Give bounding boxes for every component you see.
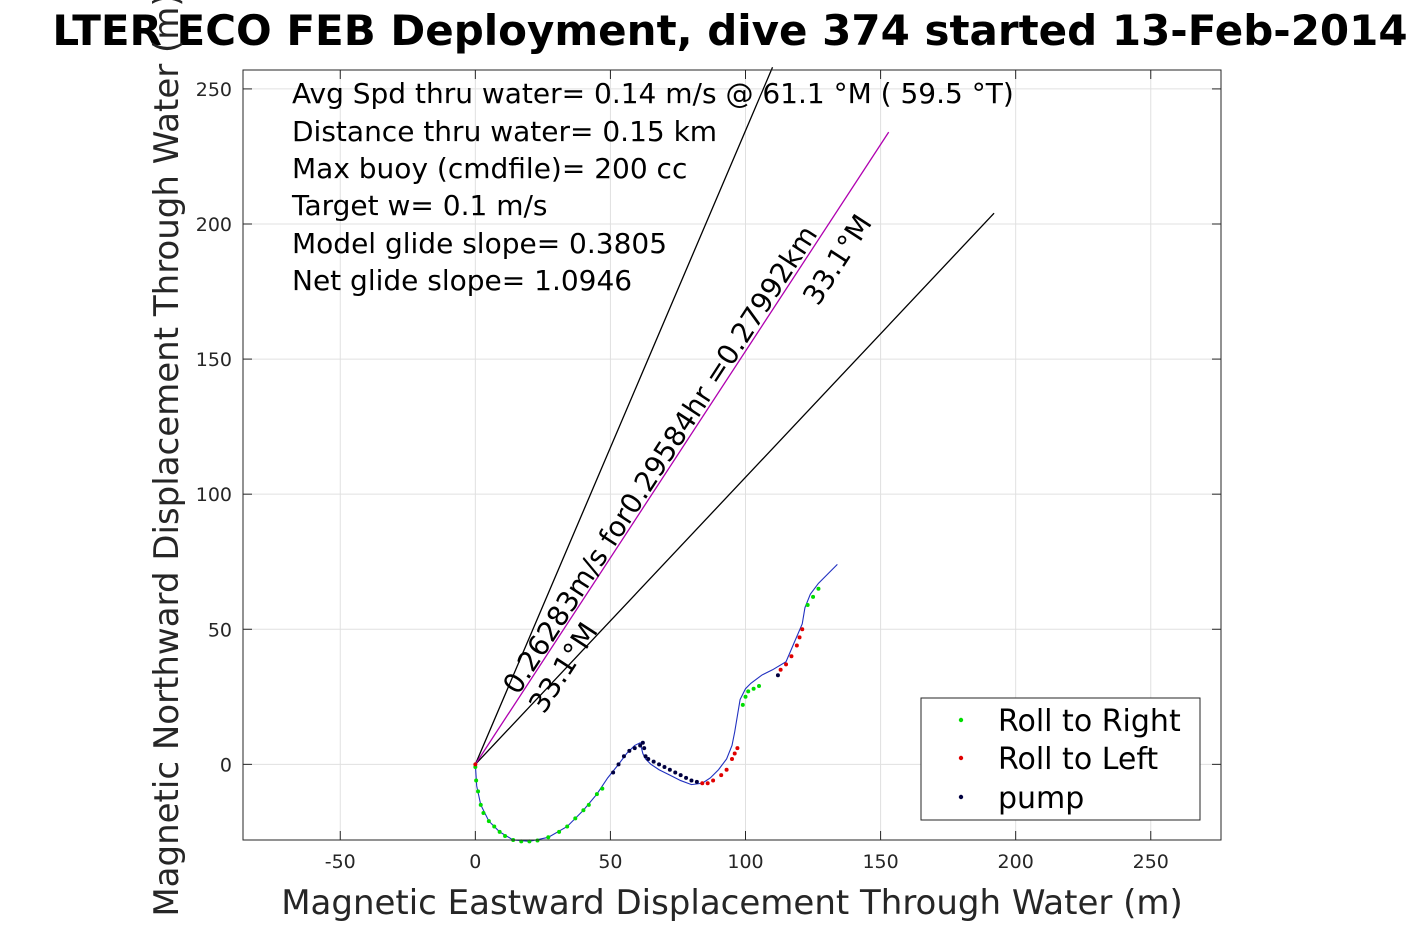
point-roll-to-right <box>816 586 821 591</box>
point-roll-to-right <box>751 686 756 691</box>
point-roll-to-left <box>789 654 794 659</box>
x-tick-label: 250 <box>1133 851 1169 873</box>
point-pump <box>667 767 672 772</box>
point-roll-to-left <box>732 751 737 756</box>
point-pump <box>678 773 683 778</box>
plot-frame <box>242 69 1222 841</box>
info-text-block: Avg Spd thru water= 0.14 m/s @ 61.1 °M (… <box>291 77 1014 297</box>
point-roll-to-left <box>797 635 802 640</box>
point-pump <box>640 740 645 745</box>
point-pump <box>643 754 648 759</box>
point-roll-to-right <box>573 816 578 821</box>
point-roll-to-right <box>746 689 751 694</box>
point-roll-to-left <box>735 746 740 751</box>
legend-label-roll-left: Roll to Left <box>998 742 1158 777</box>
point-pump <box>646 756 651 761</box>
point-pump <box>657 762 662 767</box>
point-roll-to-left <box>719 773 724 778</box>
point-roll-to-left <box>794 643 799 648</box>
legend-label-pump: pump <box>998 781 1084 816</box>
point-pump <box>673 770 678 775</box>
point-pump <box>684 775 689 780</box>
point-roll-to-right <box>497 829 502 834</box>
point-roll-to-left <box>778 667 783 672</box>
point-pump <box>632 746 637 751</box>
point-pump <box>775 673 780 678</box>
info-avg-speed: Avg Spd thru water= 0.14 m/s @ 61.1 °M (… <box>292 77 1014 110</box>
point-pump <box>662 765 667 770</box>
legend-label-roll-right: Roll to Right <box>998 704 1181 739</box>
point-roll-to-right <box>535 838 540 843</box>
point-roll-to-right <box>743 694 748 699</box>
y-tick-label: 0 <box>220 754 232 776</box>
point-pump <box>642 746 647 751</box>
x-tick-label: 100 <box>727 851 763 873</box>
x-tick-label: 150 <box>862 851 898 873</box>
line-wedge-lower <box>474 212 995 765</box>
y-tick-label: 250 <box>196 79 232 101</box>
point-pump <box>694 779 699 784</box>
point-roll-to-right <box>546 835 551 840</box>
legend-marker-roll-right <box>958 717 964 723</box>
point-roll-to-right <box>600 786 605 791</box>
x-tick-label: -50 <box>325 851 356 873</box>
x-axis-label: Magnetic Eastward Displacement Through W… <box>281 883 1183 923</box>
x-tick-label: 0 <box>469 851 481 873</box>
point-roll-to-left <box>700 781 705 786</box>
y-tick-label: 150 <box>196 349 232 371</box>
point-roll-to-right <box>476 789 481 794</box>
point-roll-to-right <box>586 802 591 807</box>
info-distance: Distance thru water= 0.15 km <box>292 115 717 148</box>
legend-marker-roll-left <box>958 755 964 761</box>
point-roll-to-left <box>711 778 716 783</box>
grid <box>243 70 1221 840</box>
x-tick-label: 200 <box>998 851 1034 873</box>
point-pump <box>621 754 626 759</box>
y-tick-label: 100 <box>196 484 232 506</box>
point-roll-to-left <box>473 762 478 767</box>
axis-ticks: -50 0 50 100 150 200 250 0 50 100 150 200 250 <box>196 70 1221 873</box>
point-roll-to-right <box>478 802 483 807</box>
point-roll-to-right <box>503 833 508 838</box>
point-roll-to-right <box>811 594 816 599</box>
point-roll-to-right <box>492 824 497 829</box>
point-roll-to-left <box>730 756 734 761</box>
legend-box <box>920 697 1201 821</box>
y-tick-label: 50 <box>208 619 232 641</box>
point-pump <box>627 748 632 753</box>
legend: Roll to Right Roll to Left pump <box>920 697 1201 821</box>
info-max-buoy: Max buoy (cmdfile)= 200 cc <box>292 152 687 185</box>
point-roll-to-right <box>594 792 599 797</box>
info-target-w: Target w= 0.1 m/s <box>291 189 548 222</box>
point-roll-to-left <box>724 767 729 772</box>
point-roll-to-right <box>474 778 479 783</box>
legend-marker-pump <box>958 794 964 800</box>
line-current <box>474 131 890 765</box>
point-roll-to-right <box>486 819 491 824</box>
point-pump <box>651 759 656 764</box>
point-pump <box>616 762 621 767</box>
point-roll-to-right <box>481 810 486 815</box>
info-model-glide-slope: Model glide slope= 0.3805 <box>292 227 667 260</box>
point-pump <box>611 770 616 775</box>
point-pump <box>689 778 694 783</box>
line-wedge-upper <box>474 67 774 765</box>
point-roll-to-right <box>740 702 745 707</box>
point-roll-to-left <box>784 662 789 667</box>
point-roll-to-right <box>805 602 810 607</box>
y-tick-label: 200 <box>196 214 232 236</box>
y-axis-label: Magnetic Northward Displacement Through … <box>147 0 187 917</box>
point-roll-to-right <box>565 824 570 829</box>
info-net-glide-slope: Net glide slope= 1.0946 <box>292 264 632 297</box>
point-roll-to-right <box>757 684 762 688</box>
point-pump <box>638 743 643 748</box>
chart-title: LTER ECO FEB Deployment, dive 374 starte… <box>52 6 1407 55</box>
plot-lines <box>474 67 995 842</box>
point-roll-to-left <box>705 781 710 786</box>
point-roll-to-right <box>581 808 586 813</box>
point-roll-to-left <box>800 627 805 632</box>
point-roll-to-right <box>557 829 562 834</box>
x-tick-label: 50 <box>598 851 622 873</box>
